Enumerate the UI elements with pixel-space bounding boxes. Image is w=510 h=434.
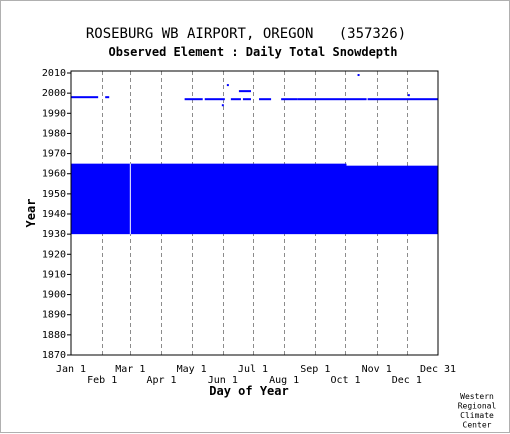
y-tick-label: 1910 (42, 269, 66, 280)
y-tick-label: 2000 (42, 88, 66, 99)
data-point (221, 104, 224, 107)
data-segment (184, 98, 203, 101)
chart-subtitle: Observed Element : Daily Total Snowdepth (109, 45, 398, 59)
data-block (346, 165, 438, 235)
data-segment (204, 98, 225, 101)
x-tick-label: Jul 1 (238, 364, 268, 375)
data-segment (105, 96, 110, 99)
x-tick-label: Oct 1 (330, 375, 360, 386)
x-tick-label: Mar 1 (115, 364, 145, 375)
x-tick-label: May 1 (177, 364, 207, 375)
x-tick-label: Aug 1 (269, 375, 299, 386)
y-tick-label: 1950 (42, 189, 66, 200)
data-segment (367, 98, 438, 101)
y-tick-label: 1980 (42, 128, 66, 139)
y-axis-label: Year (24, 199, 38, 228)
plot-frame (70, 70, 439, 356)
x-tick-label: Jun 1 (208, 375, 238, 386)
data-gap (129, 163, 131, 235)
data-segment (230, 98, 241, 101)
data-point (226, 84, 229, 87)
x-tick-label: Jan 1 (56, 364, 86, 375)
y-axis: 1870 1880 1890 1900 1910 1920 1930 1940 1950 1960… (42, 68, 71, 361)
credit-line: Regional (458, 402, 497, 411)
credit-line: Climate (460, 411, 494, 420)
y-tick-label: 1960 (42, 169, 66, 180)
x-axis-label: Day of Year (209, 384, 288, 398)
x-tick-label: Dec 31 (420, 364, 456, 375)
credit-line: Center (463, 421, 492, 430)
x-tick-label: Feb 1 (87, 375, 117, 386)
y-tick-label: 1880 (42, 330, 66, 341)
data-segment (281, 98, 298, 101)
data-segment (238, 90, 251, 93)
credit-line: Western (460, 392, 494, 401)
data-block (71, 163, 347, 235)
data-segment (71, 96, 99, 99)
data-segment (259, 98, 272, 101)
data-point (407, 94, 410, 97)
y-tick-label: 2010 (42, 68, 66, 79)
data-layer (71, 74, 438, 235)
data-segment (297, 98, 367, 101)
y-tick-label: 1970 (42, 149, 66, 160)
data-point (357, 74, 360, 77)
y-tick-label: 1920 (42, 249, 66, 260)
y-tick-label: 1940 (42, 209, 66, 220)
x-tick-label: Dec 1 (392, 375, 422, 386)
chart-title: ROSEBURG WB AIRPORT, OREGON (357326) (86, 26, 406, 42)
x-tick-label: Sep 1 (300, 364, 330, 375)
x-tick-label: Apr 1 (146, 375, 176, 386)
data-segment (242, 98, 251, 101)
y-tick-label: 1930 (42, 229, 66, 240)
y-tick-label: 1890 (42, 310, 66, 321)
x-tick-label: Nov 1 (362, 364, 392, 375)
y-tick-label: 1870 (42, 350, 66, 361)
y-tick-label: 1990 (42, 108, 66, 119)
y-tick-label: 1900 (42, 290, 66, 301)
